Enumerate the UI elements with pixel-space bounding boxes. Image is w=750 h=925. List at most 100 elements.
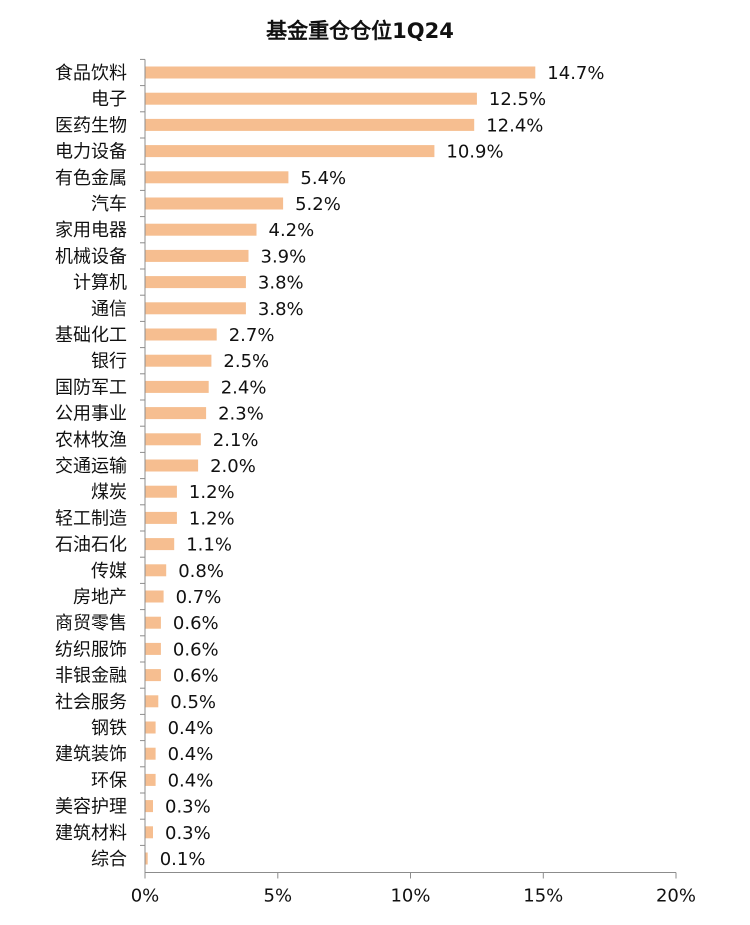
value-label: 10.9% xyxy=(446,142,503,163)
value-label: 2.0% xyxy=(210,456,256,477)
category-label: 电子 xyxy=(91,89,127,110)
value-label: 0.5% xyxy=(170,692,216,713)
category-label: 建筑装饰 xyxy=(55,744,127,765)
value-label: 1.1% xyxy=(186,535,232,556)
bar xyxy=(145,511,177,524)
value-label: 2.1% xyxy=(213,430,259,451)
value-label: 4.2% xyxy=(269,220,315,241)
category-label: 石油石化 xyxy=(55,535,127,556)
category-label: 商贸零售 xyxy=(55,613,127,634)
x-tick-label: 5% xyxy=(264,886,293,907)
value-label: 2.7% xyxy=(229,325,275,346)
value-label: 0.4% xyxy=(168,770,214,791)
bar xyxy=(145,721,156,734)
category-label: 煤炭 xyxy=(91,482,127,503)
category-label: 纺织服饰 xyxy=(55,639,127,660)
category-label: 银行 xyxy=(91,351,127,372)
bar xyxy=(145,302,246,315)
value-label: 2.4% xyxy=(221,377,267,398)
category-label: 社会服务 xyxy=(55,692,127,713)
value-label: 0.8% xyxy=(178,561,224,582)
category-label: 钢铁 xyxy=(91,718,127,739)
category-label: 非银金融 xyxy=(55,666,127,687)
value-label: 5.4% xyxy=(300,168,346,189)
category-label: 计算机 xyxy=(73,273,127,294)
value-label: 1.2% xyxy=(189,508,235,529)
category-label: 传媒 xyxy=(91,561,127,582)
bar xyxy=(145,354,212,367)
bar xyxy=(145,485,177,498)
bar xyxy=(145,407,207,420)
bar xyxy=(145,328,217,341)
value-label: 2.5% xyxy=(223,351,269,372)
value-label: 3.8% xyxy=(258,273,304,294)
category-label: 轻工制造 xyxy=(55,508,127,529)
category-label: 电力设备 xyxy=(55,142,127,163)
value-label: 3.8% xyxy=(258,299,304,320)
category-label: 建筑材料 xyxy=(55,823,127,844)
bar xyxy=(145,92,477,105)
x-tick-label: 10% xyxy=(390,886,430,907)
value-label: 5.2% xyxy=(295,194,341,215)
category-label: 房地产 xyxy=(73,587,127,608)
bar xyxy=(145,459,199,472)
bar xyxy=(145,249,249,262)
bar xyxy=(145,800,153,813)
bars-group: 食品饮料 14.7% 电子 12.5% 医药生物 12.4% 电力设备 10.9% 有色金属 5.… xyxy=(55,63,604,870)
x-tick-label: 20% xyxy=(656,886,696,907)
value-label: 12.4% xyxy=(486,115,543,136)
bar xyxy=(145,171,289,184)
bar xyxy=(145,747,156,760)
category-label: 食品饮料 xyxy=(55,63,127,84)
category-label: 基础化工 xyxy=(55,325,127,346)
bar xyxy=(145,773,156,786)
bar xyxy=(145,223,257,236)
value-label: 0.6% xyxy=(173,613,219,634)
bar xyxy=(145,590,164,603)
bar xyxy=(145,826,153,839)
bar xyxy=(145,380,209,393)
category-label: 医药生物 xyxy=(55,115,127,136)
value-label: 0.4% xyxy=(168,718,214,739)
bar xyxy=(145,197,284,210)
bar xyxy=(145,118,475,131)
value-label: 3.9% xyxy=(261,246,307,267)
bar xyxy=(145,695,159,708)
bar xyxy=(145,276,246,289)
value-label: 12.5% xyxy=(489,89,546,110)
category-label: 汽车 xyxy=(91,194,127,215)
category-label: 机械设备 xyxy=(55,246,127,267)
value-label: 2.3% xyxy=(218,404,264,425)
bar xyxy=(145,145,435,158)
value-label: 1.2% xyxy=(189,482,235,503)
category-label: 公用事业 xyxy=(55,404,127,425)
axes-group: 0% 5% 10% 15% 20% xyxy=(131,58,696,907)
value-label: 0.3% xyxy=(165,797,211,818)
bar xyxy=(145,433,201,446)
category-label: 国防军工 xyxy=(55,377,127,398)
bar xyxy=(145,564,167,577)
bar xyxy=(145,852,148,865)
category-label: 环保 xyxy=(91,770,127,791)
category-label: 通信 xyxy=(91,299,127,320)
value-label: 0.1% xyxy=(160,849,206,870)
value-label: 0.4% xyxy=(168,744,214,765)
x-tick-label: 15% xyxy=(523,886,563,907)
bar xyxy=(145,538,175,551)
category-label: 美容护理 xyxy=(55,797,127,818)
category-label: 有色金属 xyxy=(55,168,127,189)
value-label: 0.6% xyxy=(173,666,219,687)
category-label: 农林牧渔 xyxy=(55,430,127,451)
bar xyxy=(145,616,161,629)
chart-title: 基金重仓仓位1Q24 xyxy=(266,19,454,43)
x-tick-label: 0% xyxy=(131,886,160,907)
value-label: 0.6% xyxy=(173,639,219,660)
bar xyxy=(145,642,161,655)
category-label: 家用电器 xyxy=(55,220,127,241)
bar xyxy=(145,66,536,79)
category-label: 交通运输 xyxy=(55,456,127,477)
bar xyxy=(145,669,161,682)
value-label: 0.3% xyxy=(165,823,211,844)
